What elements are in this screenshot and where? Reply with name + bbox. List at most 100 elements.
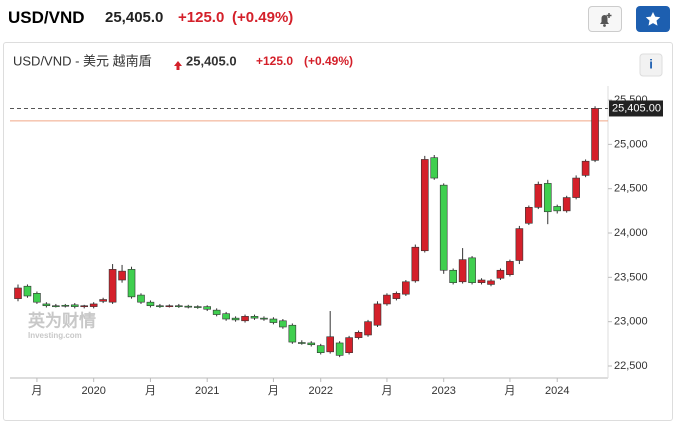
candle-body: [487, 280, 495, 285]
x-tick-label: 月: [31, 385, 42, 397]
candle: [364, 319, 372, 337]
candle: [591, 106, 599, 163]
candle: [326, 311, 334, 354]
candle: [175, 303, 183, 308]
candle-body: [288, 324, 297, 343]
candle-body: [316, 345, 325, 354]
candle-body: [203, 306, 211, 310]
candle: [231, 316, 240, 322]
x-tick-label: 月: [268, 385, 279, 397]
candle-body: [449, 269, 457, 283]
candle-body: [496, 269, 505, 279]
candle-body: [14, 287, 22, 299]
candle-body: [477, 279, 486, 283]
chart-panel: [3, 42, 673, 421]
candle-body: [241, 316, 249, 322]
candle: [392, 291, 401, 301]
price: 25,405.0: [105, 9, 164, 26]
candle: [373, 301, 382, 327]
candle-body: [184, 305, 193, 308]
y-tick-label: 23,500: [614, 271, 648, 283]
candle: [383, 293, 391, 306]
candle: [572, 175, 580, 200]
candle: [411, 244, 420, 283]
candle: [203, 305, 211, 312]
candle: [146, 300, 155, 308]
candle-body: [562, 197, 571, 212]
candle: [581, 159, 590, 178]
candle-body: [70, 304, 79, 307]
chart-change-pct: (+0.49%): [304, 54, 353, 68]
change-pct: (+0.49%): [232, 9, 294, 26]
candle: [553, 204, 562, 214]
candle-body: [307, 342, 316, 346]
candle-body: [534, 183, 543, 208]
candle: [70, 303, 79, 309]
y-tick-label: 25,000: [614, 138, 648, 150]
candle: [402, 280, 410, 296]
watchlist-button[interactable]: [636, 6, 670, 32]
candle: [477, 278, 486, 285]
x-tick-label: 2021: [195, 385, 219, 397]
candle-body: [61, 304, 70, 307]
candle-body: [402, 281, 410, 295]
candle: [288, 323, 297, 344]
candle-body: [212, 309, 221, 315]
x-tick-label: 月: [145, 385, 156, 397]
candle: [99, 297, 107, 304]
watermark: Investing.com: [28, 331, 82, 340]
x-tick-label: 月: [381, 385, 392, 397]
candle: [165, 304, 174, 308]
candle-body: [506, 261, 514, 275]
candle-body: [80, 305, 89, 308]
up-arrow: [174, 61, 182, 70]
candle: [222, 311, 230, 321]
change: +125.0: [178, 9, 225, 26]
candle: [279, 319, 287, 329]
candle-body: [260, 317, 268, 320]
candle-body: [468, 257, 476, 283]
star-icon: [645, 12, 661, 26]
candle: [241, 314, 249, 323]
candle-body: [383, 294, 391, 305]
candle: [534, 181, 543, 210]
candle: [506, 259, 514, 277]
candle: [184, 304, 193, 309]
candle-body: [430, 157, 439, 179]
candle-body: [553, 206, 562, 212]
candle: [80, 304, 89, 309]
candle: [118, 264, 126, 283]
candle: [137, 293, 145, 304]
candle-body: [175, 305, 183, 308]
candle-body: [364, 321, 372, 336]
candle-body: [193, 306, 202, 308]
candle: [487, 279, 495, 287]
candle: [525, 205, 533, 226]
candle: [250, 314, 259, 320]
candle: [193, 305, 202, 309]
x-tick-label: 2023: [431, 385, 455, 397]
candle-body: [411, 246, 420, 282]
candle: [260, 316, 268, 321]
candle: [127, 266, 136, 299]
info-button[interactable]: [639, 53, 663, 77]
candle: [42, 302, 51, 308]
candle: [14, 284, 22, 302]
candle: [420, 155, 429, 253]
candle-body: [137, 294, 145, 303]
candle-body: [42, 303, 51, 307]
candle: [345, 335, 353, 355]
x-tick-label: 月: [504, 385, 515, 397]
alert-button[interactable]: [588, 6, 622, 32]
x-tick-label: 2022: [308, 385, 332, 397]
candle-body: [581, 160, 590, 176]
candle: [562, 195, 571, 213]
candle: [297, 340, 306, 345]
candle-body: [525, 207, 533, 224]
candle-body: [297, 342, 306, 344]
candle-body: [515, 228, 524, 261]
candle-body: [146, 301, 155, 307]
candle-body: [250, 316, 259, 319]
